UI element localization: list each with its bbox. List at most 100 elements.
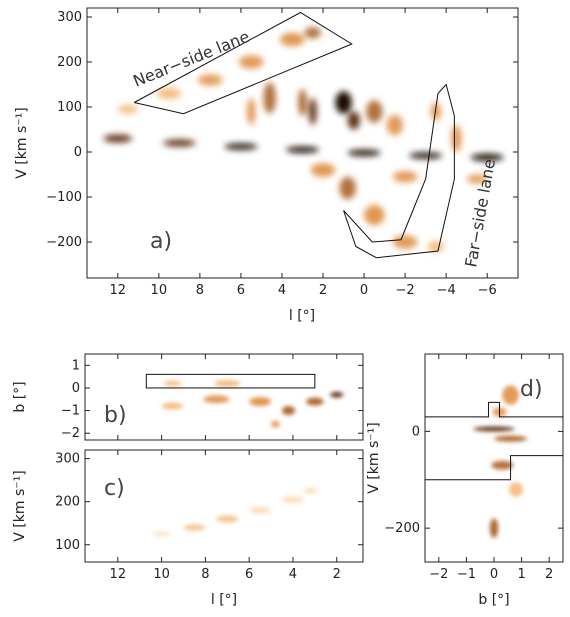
panel-a-emission-blob: [298, 89, 307, 116]
panel-a-xtick-label: 2: [319, 283, 327, 298]
panel-c-xlabel: l [°]: [211, 592, 237, 608]
panel-c-xtick-label: 12: [110, 567, 127, 582]
panel-d-ylabel: V [km s⁻¹]: [366, 422, 382, 493]
panel-c-xtick-label: 8: [201, 567, 209, 582]
panel-b-ticks: −2 −1 0 1: [61, 354, 363, 441]
panel-d-ytick-label: 0: [412, 424, 420, 439]
panel-d-ticks: −2 −1 0 1 2 −200 0: [384, 354, 563, 582]
panel-a-xtick-label: −2: [396, 283, 415, 298]
panel-d-xlabel: b [°]: [478, 592, 509, 608]
panel-a-background: [87, 8, 518, 278]
panel-a-emission: [103, 27, 504, 253]
panel-d-emission-blob: [473, 426, 515, 432]
panel-a-emission-blob: [466, 174, 488, 184]
panel-a-emission-blob: [364, 204, 385, 226]
far-side-lane-outline: [343, 83, 455, 259]
panel-b-emission-blob: [306, 397, 324, 406]
panel-a-xtick-label: 6: [237, 283, 245, 298]
panel-c-letter: c): [104, 476, 125, 501]
panel-a-ytick-label: 300: [57, 10, 82, 25]
panel-a-emission-blob: [279, 32, 305, 47]
panel-a-emission-blob: [409, 152, 443, 159]
panel-b-emission-blob: [161, 402, 184, 410]
panel-a-emission-blob: [347, 111, 360, 130]
panel-a-emission-blob: [103, 134, 133, 143]
panel-b-emission-blob: [271, 420, 280, 428]
panel-a-emission-blob: [335, 91, 352, 114]
panel-a-emission-blob: [247, 98, 256, 125]
panel-a-ticks: 12 10 8 6 4 2 0 −2 −4 −6 −200 −100 0 100 200 300: [46, 8, 518, 298]
panel-a-emission-blob: [392, 235, 418, 249]
panel-b: −2 −1 0 1 b) b [°]: [12, 353, 364, 441]
panel-a-xtick-label: −4: [437, 283, 456, 298]
panel-a-emission-blob: [339, 176, 356, 200]
panel-d-emission-blob: [494, 435, 528, 442]
panel-d-emission-blob: [502, 385, 519, 405]
panel-a-ytick-label: 100: [57, 100, 82, 115]
panel-c-ticks: 12 10 8 6 4 2 100 200 300: [55, 450, 363, 582]
panel-c-emission: [152, 487, 318, 537]
panel-d-emission-blob: [489, 518, 499, 538]
panel-b-region-box: [145, 373, 316, 389]
panel-c-ytick-label: 100: [55, 538, 80, 553]
panel-b-emission-blob: [330, 391, 344, 398]
panel-b-ytick-label: −2: [61, 426, 80, 441]
panel-a-xlabel: l [°]: [289, 308, 315, 324]
panel-d-emission-blob: [509, 482, 523, 497]
panel-c-emission-blob: [249, 506, 272, 514]
panel-a-emission-blob: [117, 104, 139, 114]
panel-b-letter: b): [104, 403, 127, 428]
panel-a-ytick-label: −100: [46, 190, 82, 205]
panel-b-emission: [161, 380, 344, 428]
panel-c-frame: [84, 449, 364, 563]
panel-a-ytick-label: 200: [57, 55, 82, 70]
panel-b-emission-blob: [214, 380, 241, 387]
panel-a-emission-blob: [224, 143, 258, 150]
panel-d-xtick-label: −2: [429, 567, 448, 582]
panel-d-xtick-label: 0: [490, 567, 498, 582]
panel-a-emission-blob: [366, 100, 383, 123]
panel-c-xtick-label: 4: [289, 567, 297, 582]
panel-a-emission-blob: [304, 27, 321, 39]
panel-a-emission-blob: [430, 102, 442, 121]
panel-b-emission-blob: [203, 395, 230, 404]
panel-a-ylabel: V [km s⁻¹]: [14, 107, 30, 178]
panel-a-ytick-label: 0: [74, 145, 82, 160]
panel-d-emission: [473, 385, 528, 538]
panel-a-frame: [86, 7, 519, 279]
panel-a-emission-blob: [392, 171, 418, 183]
panel-d-xtick-label: 1: [517, 567, 525, 582]
panel-a-xtick-label: 4: [278, 283, 286, 298]
panel-a-emission-blob: [238, 55, 264, 69]
panel-a-emission-blob: [156, 87, 182, 100]
panel-a-emission-blob: [162, 139, 196, 147]
panel-a-emission-blob: [427, 240, 445, 253]
panel-a-emission-blob: [386, 114, 404, 136]
panel-a-ytick-label: −200: [46, 235, 82, 250]
panel-b-ytick-label: 0: [72, 381, 80, 396]
panel-a-emission-blob: [308, 98, 317, 125]
panel-c-emission-blob: [183, 524, 206, 531]
panel-a-letter: a): [150, 229, 172, 254]
panel-d-region-lower: [425, 455, 563, 481]
panel-c-background: [85, 450, 363, 562]
panel-c-xtick-label: 6: [245, 567, 253, 582]
panel-d-region-upper: [425, 401, 563, 418]
panel-a-xtick-label: 0: [360, 283, 368, 298]
panel-c-emission-blob: [152, 531, 171, 537]
panel-b-emission-blob: [163, 380, 182, 387]
near-side-lane-outline: [133, 11, 353, 115]
panel-b-ylabel: b [°]: [12, 381, 28, 412]
panel-c-ylabel: V [km s⁻¹]: [12, 470, 28, 541]
panel-a-emission-blob: [263, 82, 276, 114]
panel-c-emission-blob: [216, 515, 239, 523]
panel-d-ytick-label: −200: [384, 521, 420, 536]
panel-b-frame: [84, 353, 364, 441]
panel-a-emission-blob: [310, 163, 336, 177]
panel-c-ytick-label: 300: [55, 452, 80, 467]
panel-b-emission-blob: [282, 406, 296, 416]
panel-d: −2 −1 0 1 2 −200 0 d) b [°] V [km s⁻¹]: [366, 353, 564, 608]
panel-b-emission-blob: [249, 397, 272, 407]
panel-c-emission-blob: [303, 487, 318, 494]
